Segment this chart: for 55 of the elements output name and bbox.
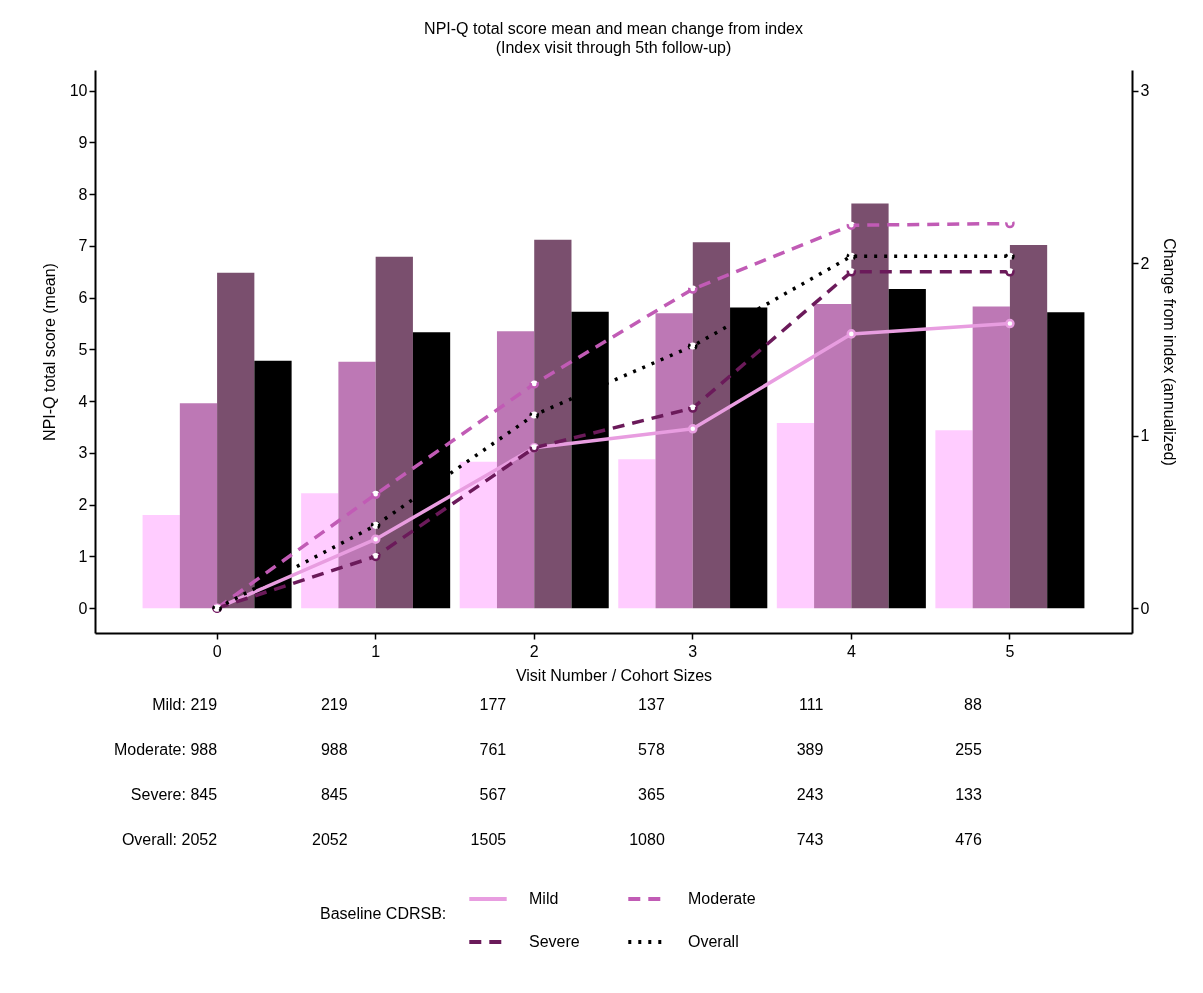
legend-label: Severe: [529, 933, 580, 950]
text: 761: [479, 741, 507, 758]
y-tick-label: 10: [69, 82, 88, 100]
text: 255: [955, 741, 982, 758]
text: 567: [479, 786, 507, 803]
text: 365: [638, 786, 665, 803]
text: Mild: 219: [152, 696, 218, 713]
y-axis-title: NPI-Q total score (mean): [40, 263, 58, 441]
legend-title: Baseline CDRSB:: [320, 905, 447, 922]
text: Overall: 2052: [121, 831, 218, 848]
text: Severe: 845: [130, 786, 218, 803]
text: 2052: [312, 831, 348, 848]
y-tick-label: 8: [78, 185, 88, 203]
text: 133: [955, 786, 982, 803]
y-tick-label: 3: [78, 444, 88, 462]
text: 389: [796, 741, 824, 758]
y-tick-label: 5: [78, 340, 88, 358]
legend-label: Overall: [688, 933, 739, 950]
x-tick-label: 5: [1005, 642, 1015, 660]
y-tick-label: 6: [78, 289, 88, 307]
x-tick-label: 1: [371, 642, 381, 660]
x-axis-title: Visit Number / Cohort Sizes: [515, 666, 713, 684]
text: 137: [638, 696, 665, 713]
legend-label: Mild: [529, 890, 559, 907]
text: 243: [796, 786, 824, 803]
text: 88: [964, 696, 983, 713]
y2-tick-label: 1: [1140, 427, 1150, 445]
y-tick-label: 4: [78, 392, 88, 410]
x-tick-label: 3: [688, 642, 698, 660]
chart-subtitle: (Index visit through 5th follow-up): [495, 39, 732, 56]
x-tick-label: 4: [846, 642, 856, 660]
text: 743: [796, 831, 824, 848]
text: 845: [320, 786, 348, 803]
y-tick-label: 9: [78, 133, 88, 151]
text: Moderate: 988: [113, 741, 218, 758]
text: 1505: [470, 831, 507, 848]
text: 219: [320, 696, 348, 713]
y2-tick-label: 0: [1140, 599, 1150, 617]
legend-label: Moderate: [688, 890, 756, 907]
text: 177: [479, 696, 507, 713]
y2-tick-label: 3: [1140, 82, 1150, 100]
x-tick-label: 2: [529, 642, 539, 660]
chart-title: NPI-Q total score mean and mean change from index: [424, 20, 803, 37]
y-tick-label: 0: [78, 599, 88, 617]
y-tick-label: 1: [78, 547, 88, 565]
y-tick-label: 7: [78, 237, 88, 255]
text: 578: [638, 741, 665, 758]
text: 988: [320, 741, 348, 758]
y-tick-label: 2: [78, 496, 88, 514]
y2-axis-title: Change from index (annualized): [1161, 238, 1179, 466]
text: 111: [799, 696, 824, 713]
text: 476: [955, 831, 982, 848]
y2-tick-label: 2: [1140, 254, 1150, 272]
text: 1080: [629, 831, 665, 848]
x-tick-label: 0: [212, 642, 222, 660]
